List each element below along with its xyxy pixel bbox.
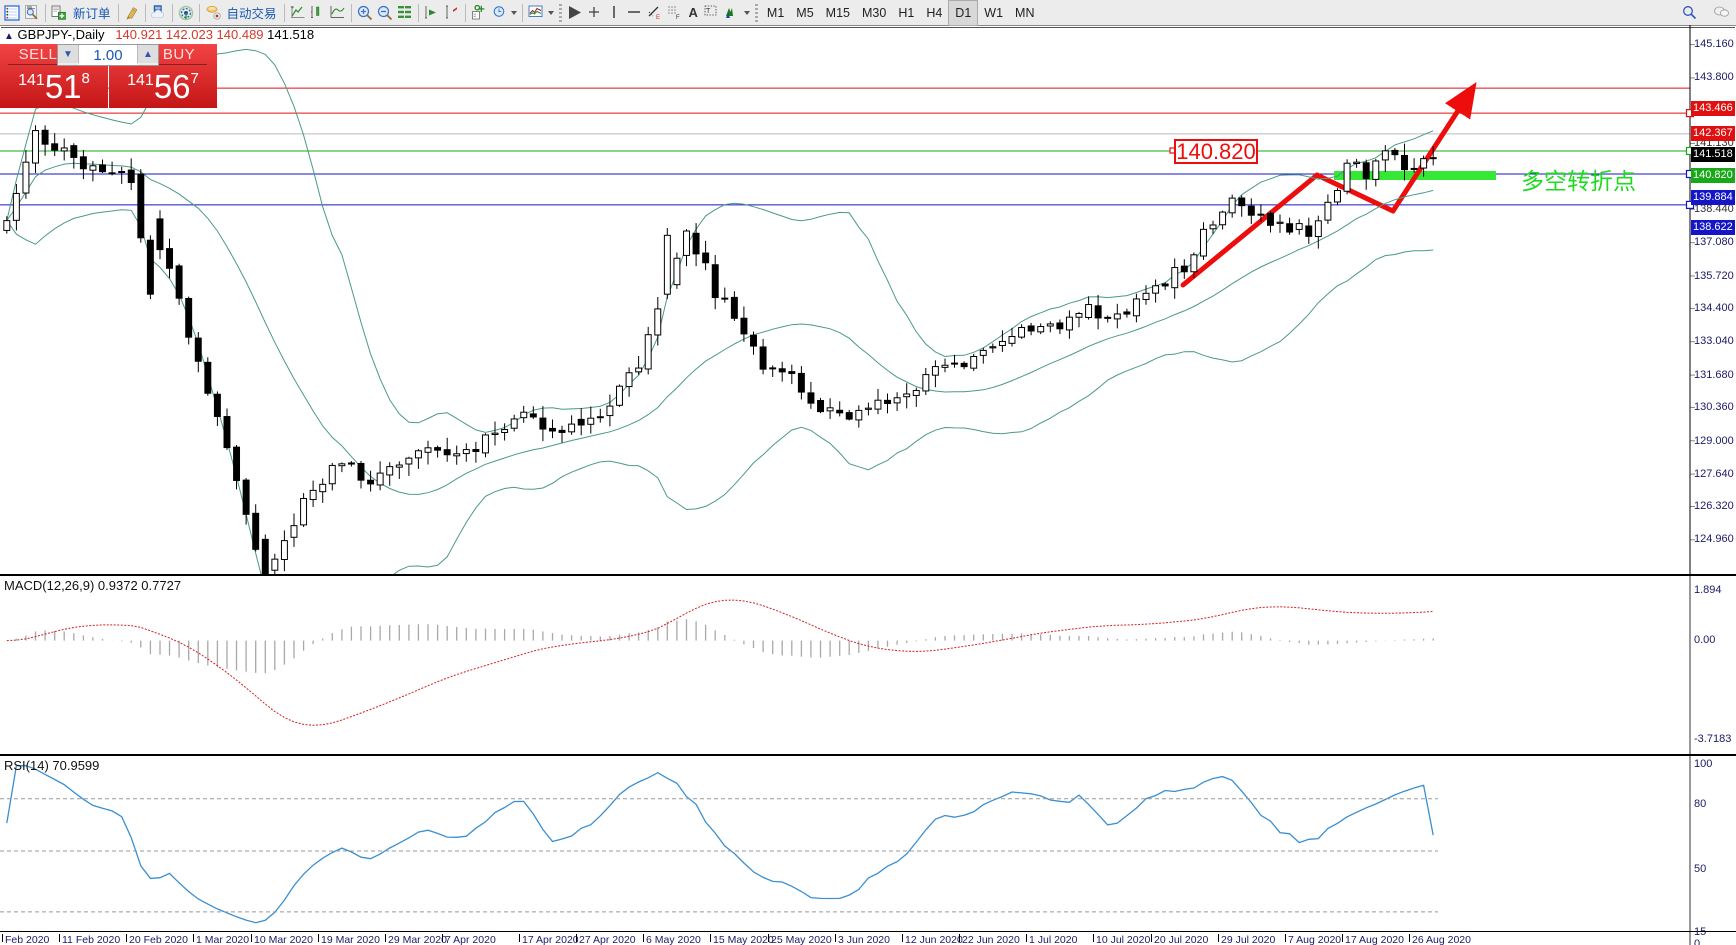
- svg-text:E: E: [656, 15, 660, 21]
- svg-text:多空转折点: 多空转折点: [1521, 168, 1636, 194]
- svg-text:T: T: [706, 8, 711, 15]
- svg-text:F: F: [676, 15, 680, 21]
